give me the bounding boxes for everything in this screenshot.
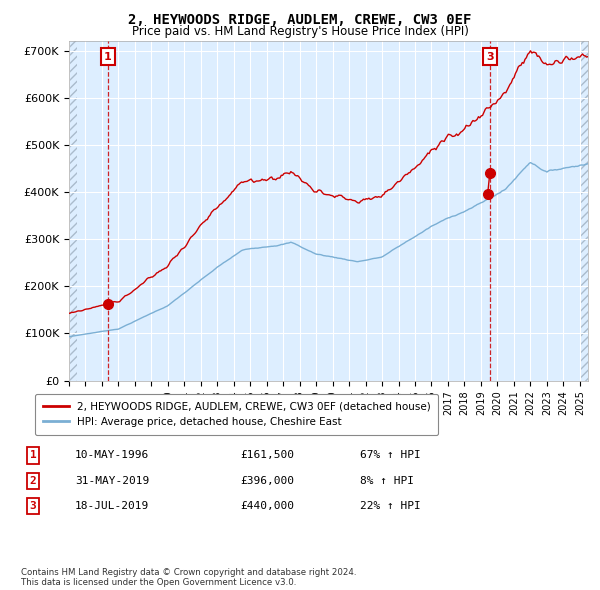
Text: £440,000: £440,000	[240, 501, 294, 510]
Text: 8% ↑ HPI: 8% ↑ HPI	[360, 476, 414, 486]
Text: 3: 3	[486, 51, 494, 61]
Text: £396,000: £396,000	[240, 476, 294, 486]
Bar	[69, 41, 77, 381]
Text: 22% ↑ HPI: 22% ↑ HPI	[360, 501, 421, 510]
Text: 2: 2	[29, 476, 37, 486]
Text: £161,500: £161,500	[240, 451, 294, 460]
Text: 31-MAY-2019: 31-MAY-2019	[75, 476, 149, 486]
Text: 18-JUL-2019: 18-JUL-2019	[75, 501, 149, 510]
Text: Price paid vs. HM Land Registry's House Price Index (HPI): Price paid vs. HM Land Registry's House …	[131, 25, 469, 38]
Text: Contains HM Land Registry data © Crown copyright and database right 2024.
This d: Contains HM Land Registry data © Crown c…	[21, 568, 356, 587]
Text: 10-MAY-1996: 10-MAY-1996	[75, 451, 149, 460]
Text: 2, HEYWOODS RIDGE, AUDLEM, CREWE, CW3 0EF: 2, HEYWOODS RIDGE, AUDLEM, CREWE, CW3 0E…	[128, 13, 472, 27]
Bar	[580, 41, 588, 381]
Text: 67% ↑ HPI: 67% ↑ HPI	[360, 451, 421, 460]
Text: 3: 3	[29, 501, 37, 510]
Text: 1: 1	[29, 451, 37, 460]
Text: 1: 1	[104, 51, 112, 61]
Legend: 2, HEYWOODS RIDGE, AUDLEM, CREWE, CW3 0EF (detached house), HPI: Average price, : 2, HEYWOODS RIDGE, AUDLEM, CREWE, CW3 0E…	[35, 394, 438, 435]
